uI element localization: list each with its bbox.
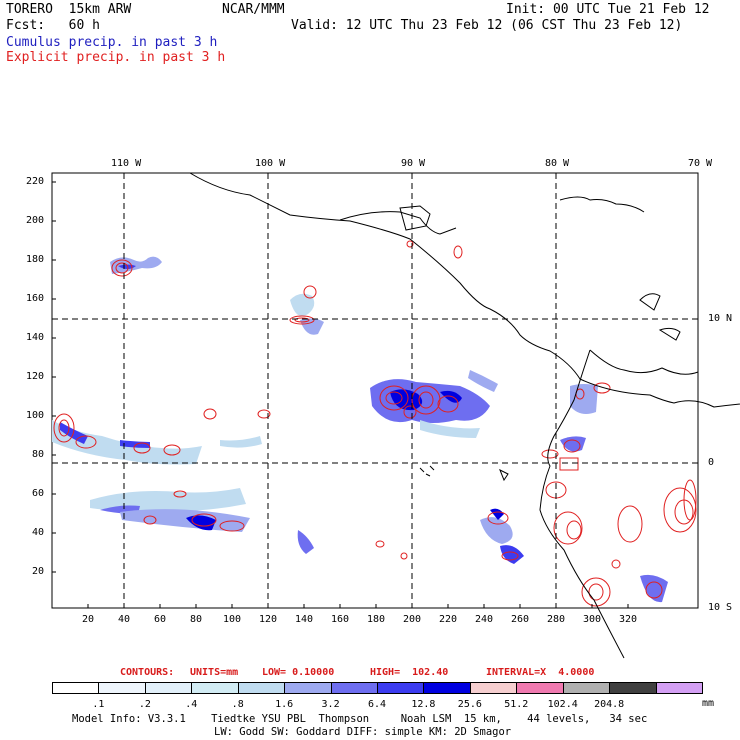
y-tick: 180 [26, 254, 45, 265]
x-tick: 20 [82, 614, 95, 625]
contour-low: LOW= 0.10000 [262, 667, 335, 678]
legend-swatch [562, 682, 611, 694]
valid-time: Valid: 12 UTC Thu 23 Feb 12 (06 CST Thu … [291, 18, 683, 33]
lat-label-10n: 10 N [708, 313, 733, 324]
legend-label: 1.6 [275, 699, 294, 710]
legend-swatch [330, 682, 378, 694]
legend-label: .4 [185, 699, 198, 710]
x-tick: 60 [154, 614, 167, 625]
model-info-line2: LW: Godd SW: Goddard DIFF: simple KM: 2D… [214, 726, 512, 738]
legend-label: 3.2 [321, 699, 340, 710]
y-tick: 140 [26, 332, 45, 343]
x-tick: 200 [403, 614, 422, 625]
x-tick: 180 [367, 614, 386, 625]
y-tick: 120 [26, 371, 45, 382]
contour-interval: INTERVAL=X 4.0000 [486, 667, 595, 678]
y-tick: 20 [32, 566, 45, 577]
legend-swatch [469, 682, 518, 694]
legend-label: .8 [231, 699, 244, 710]
lon-label-100w: 100 W [255, 158, 286, 169]
legend-label: 25.6 [457, 699, 482, 710]
x-tick: 320 [619, 614, 638, 625]
legend-label: .2 [138, 699, 151, 710]
x-tick: 100 [223, 614, 242, 625]
legend-label: 51.2 [504, 699, 529, 710]
x-tick: 80 [190, 614, 203, 625]
legend-label: 102.4 [547, 699, 578, 710]
legend-swatch [423, 682, 471, 694]
legend-label: 12.8 [411, 699, 436, 710]
x-tick: 300 [583, 614, 602, 625]
legend-swatch [191, 682, 239, 694]
x-tick: 260 [511, 614, 530, 625]
legend-swatch [98, 682, 146, 694]
y-tick: 160 [26, 293, 45, 304]
legend-swatch [284, 682, 332, 694]
lon-label-90w: 90 W [401, 158, 426, 169]
lon-label-110w: 110 W [111, 158, 142, 169]
y-tick: 220 [26, 176, 45, 187]
y-tick: 80 [32, 449, 45, 460]
y-tick: 200 [26, 215, 45, 226]
y-tick: 40 [32, 527, 45, 538]
contour-units: UNITS=mm [190, 667, 239, 678]
legend-unit: mm [702, 698, 715, 709]
organization: NCAR/MMM [222, 2, 285, 17]
legend-label: 6.4 [367, 699, 387, 710]
cumulus-precip-areas [52, 256, 668, 603]
x-tick: 160 [331, 614, 350, 625]
x-tick: 280 [547, 614, 566, 625]
lat-lon-grid [52, 173, 698, 608]
x-tick: 140 [295, 614, 314, 625]
explicit-field-label: Explicit precip. in past 3 h [6, 50, 226, 65]
explicit-precip-contours [53, 240, 697, 607]
axis-ticks [52, 181, 629, 608]
contour-label: CONTOURS: [120, 667, 175, 678]
y-tick: 100 [26, 410, 45, 421]
legend-label: .1 [92, 699, 105, 710]
init-time: Init: 00 UTC Tue 21 Feb 12 [506, 2, 710, 17]
lon-label-70w: 70 W [688, 158, 713, 169]
x-tick: 240 [475, 614, 494, 625]
legend-label: 204.8 [594, 699, 625, 710]
lon-label-80w: 80 W [545, 158, 570, 169]
lat-label-10s: 10 S [708, 602, 733, 613]
legend-swatch [609, 682, 657, 694]
model-name: TORERO 15km ARW [6, 2, 132, 17]
y-tick: 60 [32, 488, 45, 499]
x-tick: 220 [439, 614, 458, 625]
contour-high: HIGH= 102.40 [370, 667, 449, 678]
lat-label-0: 0 [708, 457, 715, 468]
cumulus-field-label: Cumulus precip. in past 3 h [6, 35, 218, 50]
legend-swatch [516, 682, 564, 694]
legend-swatch [237, 682, 286, 694]
x-tick: 40 [118, 614, 131, 625]
legend-swatch [52, 682, 100, 694]
legend-swatch [377, 682, 425, 694]
legend-swatch [655, 682, 703, 694]
x-tick: 120 [259, 614, 278, 625]
legend-swatch [144, 682, 193, 694]
model-info-line1: Model Info: V3.3.1 Tiedtke YSU PBL Thomp… [72, 713, 648, 725]
forecast-hour: Fcst: 60 h [6, 18, 100, 33]
coastlines [189, 172, 740, 659]
